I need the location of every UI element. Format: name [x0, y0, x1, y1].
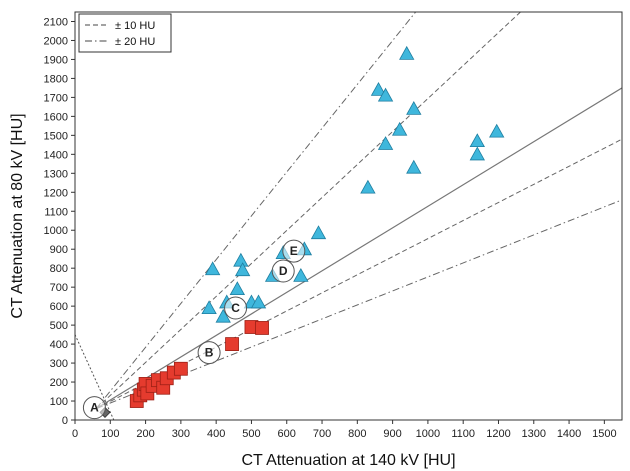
x-tick-label: 300	[172, 428, 190, 440]
triangle-point	[229, 281, 246, 296]
x-tick-label: 1300	[522, 428, 546, 440]
triangle-point	[310, 225, 327, 240]
y-tick-label: 1500	[44, 130, 68, 142]
y-tick-label: 600	[50, 301, 68, 313]
square-point	[173, 361, 188, 376]
triangle-point	[406, 100, 422, 115]
triangle-point	[360, 179, 376, 194]
annotation-circle	[82, 396, 106, 420]
y-tick-label: 500	[50, 320, 68, 332]
triangle-point	[377, 87, 394, 102]
annotation-label: C	[231, 301, 240, 315]
reference-line-solid	[95, 87, 622, 410]
reference-line-dash-dot	[95, 12, 417, 409]
y-tick-label: 900	[50, 244, 68, 256]
x-axis-ticks: 0 100 200 300 400 500 600 700 800 900 1000 1100 1200…	[72, 420, 617, 440]
square-point	[255, 321, 269, 335]
triangle-point	[233, 252, 249, 267]
annotation-label: E	[290, 244, 298, 258]
y-tick-label: 1400	[44, 149, 68, 161]
y-tick-label: 1200	[44, 187, 68, 199]
x-tick-label: 800	[348, 428, 366, 440]
annotation-circle	[271, 259, 295, 283]
legend-label-20hu: ± 20 HU	[115, 36, 155, 48]
x-tick-label: 900	[383, 428, 401, 440]
triangle-point	[469, 133, 485, 148]
y-tick-label: 1600	[44, 111, 68, 123]
triangle-point	[469, 146, 485, 161]
triangle-point	[250, 294, 267, 309]
triangle-point	[489, 123, 505, 138]
annotation-label: B	[205, 346, 214, 360]
y-tick-label: 800	[50, 263, 68, 275]
x-tick-label: 500	[242, 428, 260, 440]
square-point	[225, 337, 239, 351]
y-tick-label: 2100	[44, 16, 68, 28]
y-tick-label: 1000	[44, 225, 68, 237]
y-tick-label: 100	[50, 396, 68, 408]
x-tick-label: 600	[278, 428, 296, 440]
annotation-circle	[197, 341, 221, 365]
y-tick-label: 300	[50, 358, 68, 370]
triangle-point	[406, 159, 422, 174]
triangle-point	[215, 308, 231, 323]
annotations: A B C DE	[82, 239, 306, 420]
data-points	[99, 45, 505, 418]
y-tick-label: 1700	[44, 92, 68, 104]
y-tick-label: 1300	[44, 168, 68, 180]
x-tick-label: 1000	[416, 428, 440, 440]
x-tick-label: 400	[207, 428, 225, 440]
x-axis-title: CT Attenuation at 140 kV [HU]	[241, 452, 455, 469]
y-axis-ticks: 0 100 200 300 400 500 600 700 800 900 1000 1100 1200…	[44, 16, 75, 427]
y-tick-label: 1800	[44, 73, 68, 85]
y-axis-title: CT Attenuation at 80 kV [HU]	[9, 113, 26, 318]
triangle-point	[391, 121, 408, 136]
y-tick-label: 700	[50, 282, 68, 294]
y-tick-label: 1100	[44, 206, 68, 218]
triangle-point	[234, 262, 251, 277]
y-tick-label: 0	[62, 415, 68, 427]
x-tick-label: 100	[101, 428, 119, 440]
annotation-label: A	[90, 401, 99, 415]
triangle-point	[399, 45, 415, 60]
annotation-label: D	[279, 264, 288, 278]
triangle-point	[377, 136, 394, 150]
x-tick-label: 0	[72, 428, 78, 440]
triangle-point	[293, 267, 309, 282]
x-tick-label: 1400	[557, 428, 581, 440]
triangle-point	[204, 261, 221, 276]
y-tick-label: 1900	[44, 54, 68, 66]
annotation-circle	[282, 239, 306, 263]
reference-lines	[75, 12, 622, 420]
legend-box	[78, 13, 172, 53]
y-tick-label: 2000	[44, 35, 68, 47]
triangle-point	[370, 81, 387, 96]
plot-frame	[74, 11, 623, 421]
reference-line-dashed	[95, 12, 522, 409]
annotation-circle	[224, 296, 248, 320]
y-tick-label: 200	[50, 377, 68, 389]
x-tick-label: 1100	[451, 428, 475, 440]
y-tick-label: 400	[50, 339, 68, 351]
legend-label-10hu: ± 10 HU	[115, 20, 155, 32]
triangle-point	[201, 300, 217, 315]
x-tick-label: 1200	[486, 428, 510, 440]
x-tick-label: 1500	[592, 428, 616, 440]
x-tick-label: 200	[136, 428, 154, 440]
legend: ± 10 HU ± 20 HU	[78, 13, 172, 53]
x-tick-label: 700	[313, 428, 331, 440]
